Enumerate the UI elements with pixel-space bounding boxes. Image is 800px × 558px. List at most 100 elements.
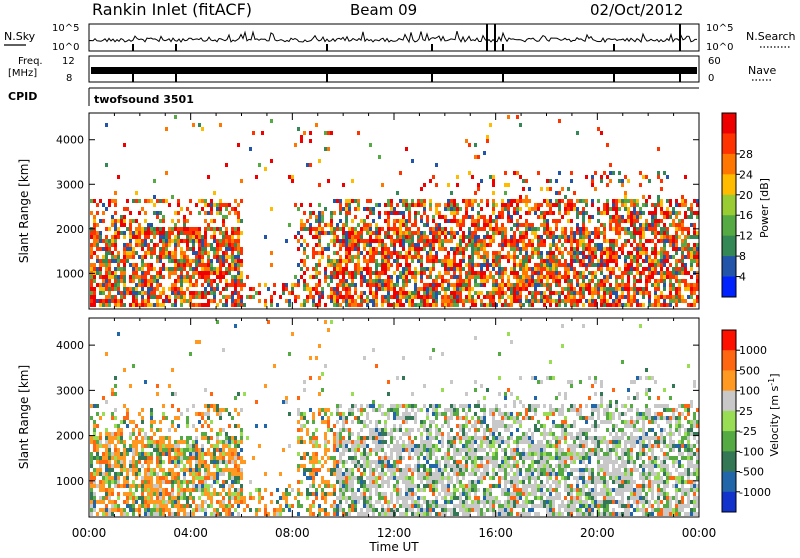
velocity-cell bbox=[339, 444, 342, 448]
power-cell bbox=[534, 267, 537, 271]
velocity-cell bbox=[369, 452, 372, 456]
power-cell bbox=[342, 183, 345, 187]
power-cell bbox=[123, 275, 126, 279]
power-cell bbox=[552, 219, 555, 223]
power-cell bbox=[453, 255, 456, 259]
power-cell bbox=[279, 295, 282, 299]
power-cell bbox=[663, 259, 666, 263]
velocity-cell bbox=[321, 408, 324, 412]
velocity-cell bbox=[93, 500, 96, 504]
power-cell bbox=[150, 287, 153, 291]
power-cell bbox=[366, 263, 369, 267]
power-cell bbox=[693, 259, 696, 263]
velocity-cell bbox=[225, 432, 228, 436]
velocity-cell bbox=[348, 504, 351, 508]
velocity-cell bbox=[222, 484, 225, 488]
power-cell bbox=[120, 291, 123, 295]
power-cell bbox=[408, 255, 411, 259]
power-cell bbox=[396, 259, 399, 263]
power-cell bbox=[471, 299, 474, 303]
power-cell bbox=[648, 263, 651, 267]
power-cell bbox=[594, 275, 597, 279]
power-cell bbox=[525, 211, 528, 215]
power-cell bbox=[600, 223, 603, 227]
power-cell bbox=[315, 235, 318, 239]
power-cell bbox=[108, 227, 111, 231]
power-cell bbox=[519, 263, 522, 267]
power-cell bbox=[432, 243, 435, 247]
power-cell bbox=[552, 239, 555, 243]
power-cell bbox=[516, 271, 519, 275]
power-cell bbox=[303, 227, 306, 231]
power-cell bbox=[408, 243, 411, 247]
power-cell bbox=[591, 183, 594, 187]
power-cell bbox=[570, 235, 573, 239]
velocity-cell bbox=[171, 456, 174, 460]
power-cell bbox=[570, 243, 573, 247]
power-cell bbox=[414, 203, 417, 207]
power-cell bbox=[111, 219, 114, 223]
power-cell bbox=[573, 191, 576, 195]
power-cell bbox=[372, 291, 375, 295]
power-cell bbox=[450, 235, 453, 239]
power-cell bbox=[399, 199, 402, 203]
power-cell bbox=[618, 299, 621, 303]
power-cell bbox=[216, 251, 219, 255]
velocity-cell bbox=[333, 472, 336, 476]
power-cell bbox=[396, 255, 399, 259]
power-cell bbox=[99, 263, 102, 267]
power-cell bbox=[129, 231, 132, 235]
power-cell bbox=[480, 275, 483, 279]
power-cell bbox=[114, 287, 117, 291]
velocity-cell bbox=[276, 488, 279, 492]
power-cell bbox=[159, 271, 162, 275]
velocity-cell bbox=[264, 504, 267, 508]
power-cell bbox=[432, 299, 435, 303]
velocity-cell bbox=[210, 428, 213, 432]
velocity-cell bbox=[90, 460, 93, 464]
power-cell bbox=[99, 267, 102, 271]
velocity-cell bbox=[93, 484, 96, 488]
power-cell bbox=[192, 275, 195, 279]
velocity-cell bbox=[342, 452, 345, 456]
velocity-cell bbox=[369, 488, 372, 492]
power-cell bbox=[309, 131, 312, 135]
velocity-cell bbox=[213, 408, 216, 412]
velocity-cell bbox=[351, 500, 354, 504]
power-cell bbox=[93, 291, 96, 295]
power-cell bbox=[690, 255, 693, 259]
velocity-cell bbox=[96, 444, 99, 448]
power-cell bbox=[483, 271, 486, 275]
power-cell bbox=[348, 291, 351, 295]
power-cell bbox=[660, 255, 663, 259]
power-cell bbox=[501, 283, 504, 287]
velocity-cell bbox=[162, 488, 165, 492]
power-cell bbox=[447, 271, 450, 275]
power-cell bbox=[333, 259, 336, 263]
power-cell bbox=[198, 231, 201, 235]
velocity-cell bbox=[255, 424, 258, 428]
power-cell bbox=[405, 239, 408, 243]
power-cell bbox=[525, 243, 528, 247]
velocity-cell bbox=[108, 472, 111, 476]
power-cell bbox=[582, 223, 585, 227]
power-cell bbox=[579, 239, 582, 243]
velocity-cell bbox=[177, 500, 180, 504]
velocity-cell bbox=[300, 428, 303, 432]
velocity-cell bbox=[141, 428, 144, 432]
power-cell bbox=[573, 203, 576, 207]
power-cell bbox=[585, 227, 588, 231]
power-cell bbox=[645, 227, 648, 231]
power-cell bbox=[417, 291, 420, 295]
velocity-cell bbox=[138, 472, 141, 476]
power-cell bbox=[132, 255, 135, 259]
velocity-cell bbox=[369, 484, 372, 488]
power-cell bbox=[453, 303, 456, 307]
power-cell bbox=[462, 279, 465, 283]
power-cell bbox=[366, 227, 369, 231]
power-cell bbox=[147, 223, 150, 227]
power-cell bbox=[336, 259, 339, 263]
power-cell bbox=[663, 247, 666, 251]
velocity-cell bbox=[351, 488, 354, 492]
power-cell bbox=[564, 231, 567, 235]
